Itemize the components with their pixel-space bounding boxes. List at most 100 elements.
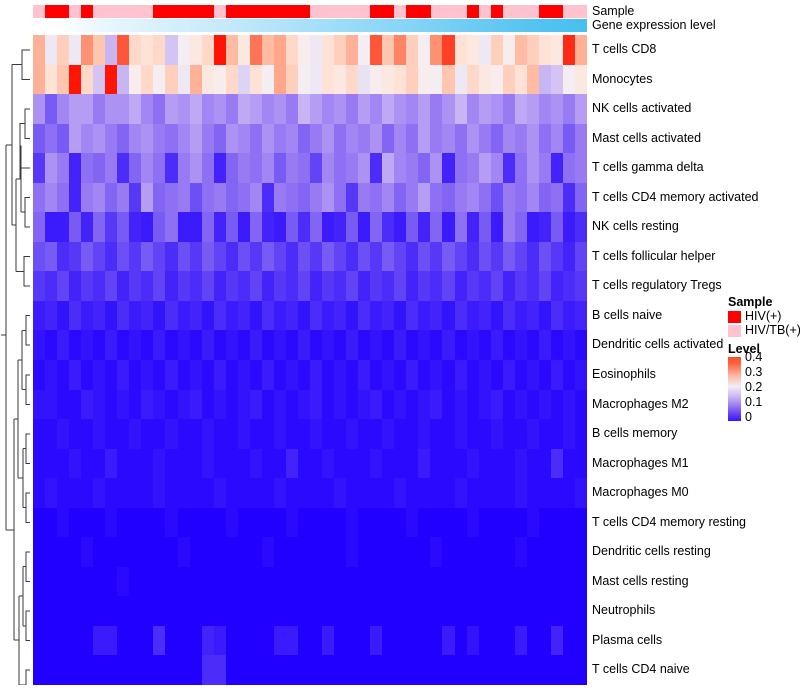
sample-annotation-cell bbox=[551, 5, 564, 18]
heatmap-cell bbox=[322, 625, 335, 656]
heatmap-cell bbox=[490, 566, 503, 597]
heatmap-cell bbox=[45, 389, 58, 420]
heatmap-cell bbox=[105, 64, 118, 95]
heatmap-cell bbox=[526, 35, 539, 65]
heatmap-cell bbox=[165, 625, 178, 656]
heatmap-cell bbox=[514, 212, 527, 242]
heatmap-cell bbox=[117, 300, 130, 331]
heatmap-cell bbox=[141, 596, 154, 626]
gene-expression-level-track bbox=[33, 19, 587, 32]
heatmap-cell bbox=[45, 153, 58, 183]
heatmap-cell bbox=[418, 300, 431, 331]
heatmap-cell bbox=[117, 448, 130, 479]
heatmap-cell bbox=[334, 94, 347, 124]
heatmap-cell bbox=[562, 655, 575, 685]
heatmap-cell bbox=[346, 359, 359, 390]
heatmap-cell bbox=[322, 123, 335, 154]
heatmap-cell bbox=[454, 64, 467, 95]
heatmap-cell bbox=[322, 507, 335, 538]
heatmap-cell bbox=[129, 566, 142, 597]
heatmap-cell bbox=[93, 359, 106, 390]
heatmap-cell bbox=[309, 448, 323, 479]
heatmap-cell bbox=[382, 64, 395, 95]
heatmap-cell bbox=[189, 94, 202, 124]
heatmap-cell bbox=[201, 300, 214, 331]
heatmap-cell bbox=[225, 94, 238, 124]
heatmap-cell bbox=[430, 35, 443, 65]
heatmap-cell bbox=[297, 300, 310, 331]
heatmap-cell bbox=[81, 419, 94, 449]
heatmap-cell bbox=[466, 212, 479, 242]
heatmap-cell bbox=[69, 153, 82, 183]
heatmap-cell bbox=[490, 596, 503, 626]
row-label: Neutrophils bbox=[592, 603, 656, 618]
heatmap-cell bbox=[57, 419, 70, 449]
heatmap-cell bbox=[177, 478, 190, 508]
heatmap-cell bbox=[502, 94, 515, 124]
heatmap-cell bbox=[69, 64, 82, 95]
heatmap-cell bbox=[346, 241, 359, 272]
heatmap-cell bbox=[526, 212, 539, 242]
heatmap-cell bbox=[538, 359, 551, 390]
heatmap-cell bbox=[538, 271, 551, 301]
heatmap-cell bbox=[129, 419, 142, 449]
heatmap-cell bbox=[562, 182, 575, 213]
heatmap-cell bbox=[382, 35, 395, 65]
heatmap-cell bbox=[442, 419, 455, 449]
sample-legend-title: Sample bbox=[728, 295, 773, 309]
heatmap-cell bbox=[285, 35, 298, 65]
heatmap-cell bbox=[526, 359, 539, 390]
heatmap-cell bbox=[33, 241, 46, 272]
heatmap-cell bbox=[309, 478, 323, 508]
heatmap-cell bbox=[309, 35, 323, 65]
heatmap-cell bbox=[309, 182, 323, 213]
heatmap-cell bbox=[466, 655, 479, 685]
heatmap-cell bbox=[490, 655, 503, 685]
heatmap-cell bbox=[406, 655, 419, 685]
heatmap-cell bbox=[406, 359, 419, 390]
heatmap-cell bbox=[309, 241, 323, 272]
heatmap-cell bbox=[165, 35, 178, 65]
heatmap-cell bbox=[33, 507, 46, 538]
heatmap-cell bbox=[129, 625, 142, 656]
heatmap-cell bbox=[490, 271, 503, 301]
heatmap-cell bbox=[93, 566, 106, 597]
heatmap-cell bbox=[153, 625, 166, 656]
heatmap-cell bbox=[33, 419, 46, 449]
heatmap-cell bbox=[370, 625, 383, 656]
heatmap-cell bbox=[213, 330, 226, 360]
heatmap-cell bbox=[117, 94, 130, 124]
heatmap-cell bbox=[153, 507, 166, 538]
heatmap-cell bbox=[562, 419, 575, 449]
heatmap-cell bbox=[490, 507, 503, 538]
heatmap-cell bbox=[213, 507, 226, 538]
heatmap-cell bbox=[45, 419, 58, 449]
heatmap-cell bbox=[442, 153, 455, 183]
heatmap-cell bbox=[153, 212, 166, 242]
heatmap-cell bbox=[394, 182, 407, 213]
heatmap-cell bbox=[382, 566, 395, 597]
heatmap-cell bbox=[502, 655, 515, 685]
heatmap-cell bbox=[33, 182, 46, 213]
heatmap-cell bbox=[189, 389, 202, 420]
heatmap-cell bbox=[309, 330, 323, 360]
heatmap-cell bbox=[346, 625, 359, 656]
heatmap-cell bbox=[562, 389, 575, 420]
heatmap-cell bbox=[93, 419, 106, 449]
heatmap-cell bbox=[57, 507, 70, 538]
heatmap-cell bbox=[526, 64, 539, 95]
heatmap-cell bbox=[538, 241, 551, 272]
heatmap-cell bbox=[322, 271, 335, 301]
heatmap-cell bbox=[430, 330, 443, 360]
heatmap-cell bbox=[442, 241, 455, 272]
heatmap-cell bbox=[394, 448, 407, 479]
heatmap-cell bbox=[273, 537, 286, 567]
heatmap-cell bbox=[141, 330, 154, 360]
heatmap-cell bbox=[478, 507, 491, 538]
heatmap-cell bbox=[225, 359, 238, 390]
heatmap-cell bbox=[45, 182, 58, 213]
heatmap-cell bbox=[346, 655, 359, 685]
heatmap-cell bbox=[346, 64, 359, 95]
heatmap-cell bbox=[370, 35, 383, 65]
sample-annotation-cell bbox=[105, 5, 118, 18]
